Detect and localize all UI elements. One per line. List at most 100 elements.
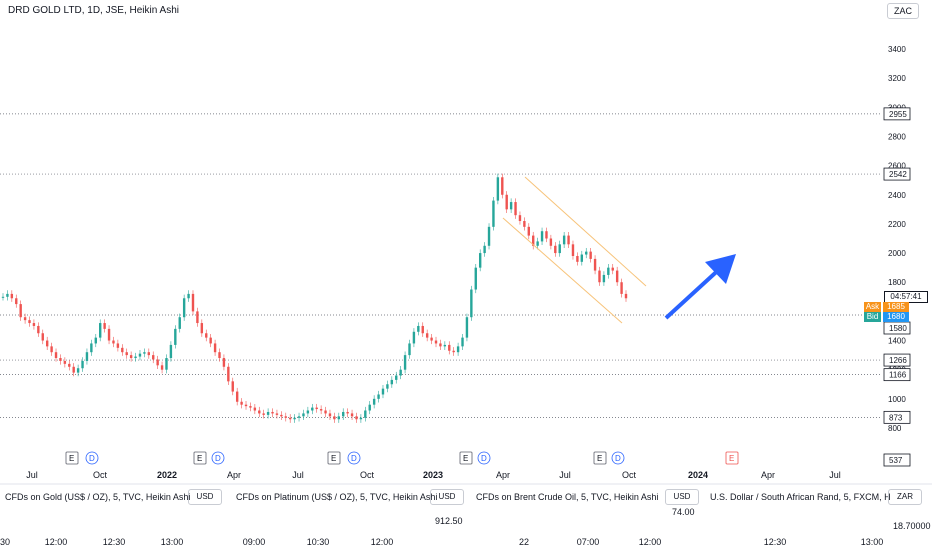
time-axis-label: 07:00: [577, 537, 600, 547]
candle-body: [368, 404, 371, 411]
earnings-badge: [725, 451, 739, 465]
candle-body: [478, 253, 482, 268]
candle-body: [567, 235, 570, 245]
candle-body: [258, 410, 261, 414]
candle-body: [94, 337, 97, 344]
earnings-badge: [193, 451, 207, 465]
candle-body: [342, 411, 345, 417]
candle-body: [196, 311, 199, 324]
platinum-currency-button[interactable]: USD: [430, 489, 464, 505]
candle-body: [72, 366, 75, 373]
chart-title: DRD GOLD LTD, 1D, JSE, Heikin Ashi: [8, 5, 179, 16]
candle-body: [483, 245, 486, 254]
candle-body: [505, 194, 508, 210]
candle-body: [112, 340, 115, 344]
candle-body: [50, 346, 53, 353]
usdzar-panel-title: U.S. Dollar / South African Rand, 5, FXC…: [710, 492, 891, 502]
candle-body: [63, 360, 67, 364]
currency-button[interactable]: ZAC: [887, 3, 919, 19]
y-tick-label: 2000: [888, 249, 906, 258]
x-tick-label: Oct: [93, 470, 108, 480]
candle-body: [359, 417, 363, 420]
candle-body: [85, 352, 89, 361]
y-tick-label: 800: [888, 424, 902, 433]
candle-body: [562, 235, 566, 245]
time-axis-label: 10:30: [307, 537, 330, 547]
candle-body: [620, 282, 623, 294]
candle-body: [518, 215, 522, 222]
candle-body: [99, 323, 102, 338]
earnings-badge: [65, 451, 79, 465]
candle-body: [76, 368, 80, 373]
candle-body: [333, 416, 336, 420]
candle-body: [607, 267, 610, 275]
candle-body: [41, 333, 44, 341]
candle-body: [134, 356, 137, 359]
candle-body: [200, 323, 204, 334]
earnings-badge-label: E: [597, 454, 602, 463]
earnings-badge-label: E: [69, 454, 74, 463]
candle-body: [10, 293, 14, 299]
candle-body: [421, 325, 424, 334]
candle-body: [23, 317, 27, 321]
candle-body: [580, 254, 584, 262]
y-tick-label: 3200: [888, 74, 906, 83]
candle-body: [399, 369, 402, 376]
candle-body: [372, 398, 376, 405]
price-tag: [883, 167, 911, 181]
time-axis-label: 30: [0, 537, 10, 547]
candle-body: [417, 325, 420, 332]
candle-body: [589, 251, 592, 259]
candle-body: [288, 417, 292, 420]
dividend-badge: [85, 451, 99, 465]
candle-body: [165, 358, 168, 370]
gold-panel-title: CFDs on Gold (US$ / OZ), 5, TVC, Heikin …: [5, 492, 191, 502]
candle-body: [68, 363, 71, 367]
candle-body: [319, 409, 323, 411]
usdzar-currency-button[interactable]: ZAR: [888, 489, 922, 505]
price-tag: [883, 321, 911, 335]
candle-body: [439, 343, 442, 347]
candle-body: [425, 333, 429, 338]
candle-body: [218, 352, 221, 359]
time-axis-label: 13:00: [161, 537, 184, 547]
price-tag: [883, 353, 911, 367]
time-axis-label: 12:00: [639, 537, 662, 547]
candle-body: [328, 413, 332, 417]
price-tag-label: 873: [889, 413, 903, 422]
candle-body: [253, 407, 257, 411]
candle-body: [311, 407, 314, 411]
candle-body: [593, 258, 597, 271]
candle-body: [205, 333, 208, 338]
price-tag-label: 1580: [889, 324, 907, 333]
candle-body: [403, 355, 407, 370]
candle-body: [125, 352, 128, 356]
candle-body: [182, 298, 186, 318]
price-tag-label: 1166: [889, 371, 907, 380]
candle-body: [302, 413, 305, 417]
price-tag-label: 1266: [889, 356, 907, 365]
candle-body: [624, 293, 628, 299]
candle-body: [598, 270, 601, 283]
candle-body: [116, 343, 120, 348]
price-tag: [883, 453, 911, 467]
candle-body: [315, 407, 318, 410]
dividend-badge: [611, 451, 625, 465]
gold-currency-button[interactable]: USD: [188, 489, 222, 505]
candle-body: [121, 347, 124, 353]
price-tag: [883, 107, 911, 121]
candle-body: [191, 293, 195, 312]
brent-currency-button[interactable]: USD: [665, 489, 699, 505]
candle-body: [412, 331, 416, 344]
candle-body: [395, 375, 398, 380]
candle-body: [209, 337, 212, 344]
candle-body: [364, 410, 367, 418]
candle-body: [465, 317, 469, 338]
y-tick-label: 2200: [888, 220, 906, 229]
candle-body: [160, 365, 164, 370]
x-tick-label: Jul: [26, 470, 38, 480]
y-tick-label: 2400: [888, 191, 906, 200]
candle-body: [306, 410, 310, 414]
